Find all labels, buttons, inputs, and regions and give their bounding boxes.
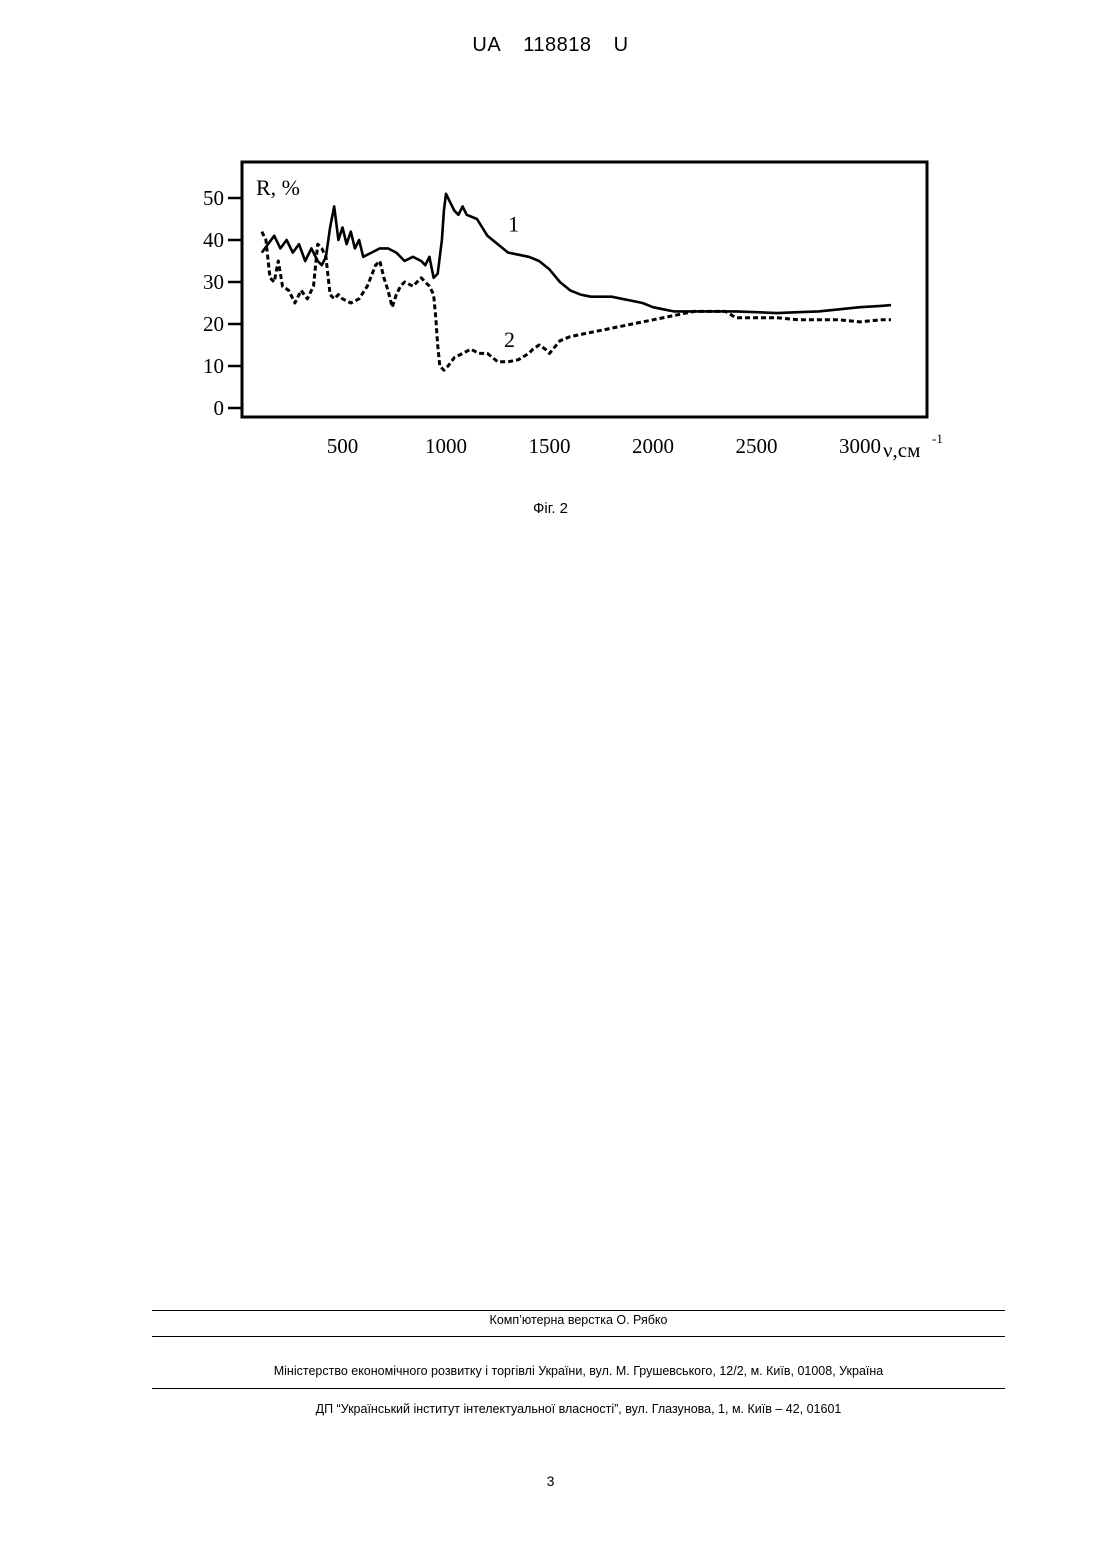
y-tick-label: 40 — [203, 228, 224, 252]
y-tick-label: 0 — [214, 396, 225, 420]
x-tick-label: 3000 — [839, 434, 881, 458]
curve-labels: 12 — [504, 212, 519, 353]
document-header: UA 118818 U — [0, 34, 1101, 57]
curve-label: 1 — [508, 212, 519, 237]
header-number: 118818 — [523, 34, 591, 56]
footer-divider-top — [152, 1310, 1005, 1311]
header-kind: U — [614, 34, 629, 56]
curve-label: 2 — [504, 327, 515, 352]
series-line-2 — [262, 232, 891, 371]
x-axis-label-group: ν,см -1 — [883, 431, 943, 462]
x-axis-label: ν,см — [883, 438, 920, 462]
x-tick-label: 2000 — [632, 434, 674, 458]
footer-ministry: Міністерство економічного розвитку і тор… — [152, 1364, 1005, 1378]
x-tick-label: 1000 — [425, 434, 467, 458]
x-axis-label-superscript: -1 — [932, 431, 943, 446]
footer-divider-middle — [152, 1336, 1005, 1337]
y-tick-label: 50 — [203, 186, 224, 210]
header-prefix: UA — [472, 34, 501, 56]
y-tick-label: 30 — [203, 270, 224, 294]
figure-caption: Фіг. 2 — [0, 500, 1101, 517]
y-axis-label: R, % — [256, 175, 300, 200]
reflectance-chart: 0 10 20 30 40 50 500 1000 1500 2000 2500 3000 R, %… — [180, 150, 960, 470]
footer-institute: ДП “Український інститут інтелектуальної… — [152, 1402, 1005, 1416]
x-axis: 500 1000 1500 2000 2500 3000 — [327, 434, 881, 458]
plot-frame — [242, 162, 927, 417]
y-axis: 0 10 20 30 40 50 — [203, 186, 242, 420]
y-tick-label: 10 — [203, 354, 224, 378]
page-number: 3 — [0, 1473, 1101, 1489]
series-line-1 — [262, 194, 891, 313]
x-tick-label: 1500 — [529, 434, 571, 458]
x-tick-label: 2500 — [736, 434, 778, 458]
x-tick-label: 500 — [327, 434, 359, 458]
y-tick-label: 20 — [203, 312, 224, 336]
series-lines — [262, 194, 891, 370]
footer-divider-bottom — [152, 1388, 1005, 1389]
footer-layout-credit: Комп’ютерна верстка О. Рябко — [152, 1313, 1005, 1327]
